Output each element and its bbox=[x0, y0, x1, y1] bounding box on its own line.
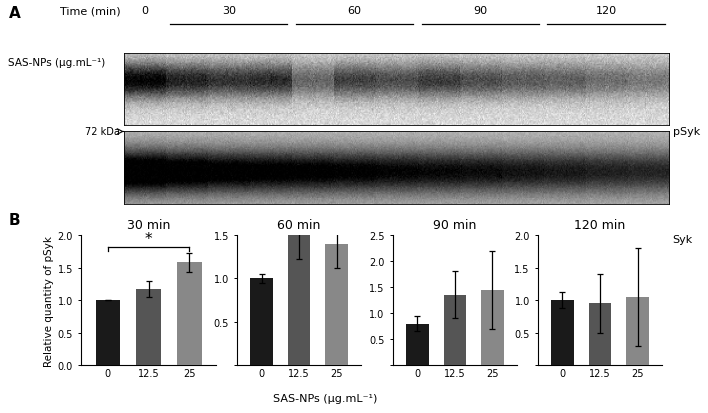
Text: 25: 25 bbox=[264, 58, 278, 68]
Text: pSyk: pSyk bbox=[673, 127, 700, 137]
Text: 120: 120 bbox=[595, 6, 617, 16]
Bar bbox=[177, 263, 202, 366]
Text: 0: 0 bbox=[183, 58, 190, 68]
Bar bbox=[552, 301, 573, 366]
Bar bbox=[589, 304, 611, 366]
Text: 0: 0 bbox=[142, 6, 149, 16]
Text: 12.5: 12.5 bbox=[469, 58, 492, 68]
Bar bbox=[137, 290, 161, 366]
Text: *: * bbox=[145, 232, 152, 247]
Text: Syk: Syk bbox=[673, 235, 693, 244]
Title: 30 min: 30 min bbox=[127, 218, 171, 231]
Text: SAS-NPs (µg.mL⁻¹): SAS-NPs (µg.mL⁻¹) bbox=[273, 393, 378, 403]
Bar bbox=[406, 324, 428, 366]
Bar bbox=[288, 235, 310, 366]
Text: 12.5: 12.5 bbox=[217, 58, 240, 68]
Text: 72 kDa: 72 kDa bbox=[86, 127, 120, 137]
Text: 12.5: 12.5 bbox=[343, 58, 366, 68]
Bar bbox=[481, 290, 503, 366]
Title: 90 min: 90 min bbox=[433, 218, 476, 231]
Text: Time (min): Time (min) bbox=[60, 6, 121, 16]
Text: B: B bbox=[8, 213, 20, 228]
Text: 12.5: 12.5 bbox=[595, 58, 618, 68]
Text: A: A bbox=[8, 6, 21, 21]
Text: 0: 0 bbox=[561, 58, 568, 68]
Y-axis label: Relative quantity of pSyk: Relative quantity of pSyk bbox=[44, 235, 54, 366]
Bar bbox=[96, 301, 120, 366]
Text: 30: 30 bbox=[222, 6, 236, 16]
Bar bbox=[444, 295, 466, 366]
Text: SAS-NPs (µg.mL⁻¹): SAS-NPs (µg.mL⁻¹) bbox=[8, 58, 105, 68]
Text: 72 kDa: 72 kDa bbox=[86, 235, 120, 244]
Text: 0: 0 bbox=[142, 58, 148, 68]
Bar bbox=[627, 297, 649, 366]
Text: 0: 0 bbox=[309, 58, 316, 68]
Text: 60: 60 bbox=[348, 6, 362, 16]
Title: 120 min: 120 min bbox=[574, 218, 626, 231]
Text: 25: 25 bbox=[641, 58, 655, 68]
Text: 0: 0 bbox=[435, 58, 442, 68]
Bar bbox=[251, 279, 273, 366]
Bar bbox=[326, 244, 348, 366]
Text: 90: 90 bbox=[473, 6, 487, 16]
Text: 25: 25 bbox=[515, 58, 529, 68]
Title: 60 min: 60 min bbox=[278, 218, 321, 231]
Text: 25: 25 bbox=[390, 58, 403, 68]
